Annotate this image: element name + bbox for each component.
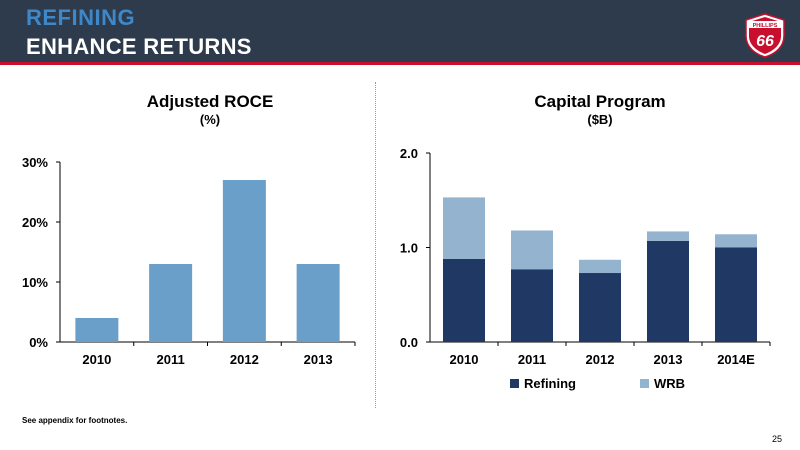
chart-2-title: Capital Program [534, 92, 666, 111]
x-tick-label: 2011 [518, 352, 546, 367]
roce-chart: 0% 10% 20% 30% 2010 2011 2012 2013 [22, 155, 356, 367]
legend-swatch-wrb [640, 379, 649, 388]
page-title: REFINING [26, 5, 136, 30]
y-tick-label: 0.0 [400, 335, 418, 350]
refining-bar-segment [715, 247, 757, 342]
y-tick-label: 10% [22, 275, 48, 290]
x-tick-label: 2013 [654, 352, 683, 367]
legend-label-wrb: WRB [654, 376, 685, 391]
wrb-bar-segment [579, 259, 621, 274]
y-tick-label: 30% [22, 155, 48, 170]
y-tick-label: 20% [22, 215, 48, 230]
logo-text-main: 66 [756, 33, 774, 50]
y-tick-label: 2.0 [400, 146, 418, 161]
wrb-bar-segment [715, 234, 757, 248]
wrb-bar-segment [443, 197, 485, 259]
refining-bar-segment [579, 273, 621, 342]
wrb-bar-segment [647, 231, 689, 241]
legend-label-refining: Refining [524, 376, 576, 391]
x-tick-label: 2010 [82, 352, 111, 367]
chart-1-subtitle: (%) [199, 112, 221, 127]
x-tick-label: 2013 [304, 352, 333, 367]
wrb-bar-segment [511, 230, 553, 270]
x-tick-label: 2011 [157, 352, 185, 367]
x-tick-label: 2014E [717, 352, 755, 367]
x-tick-label: 2010 [450, 352, 479, 367]
y-tick-label: 0% [29, 335, 48, 350]
roce-bar [149, 264, 193, 342]
roce-bar [75, 318, 119, 342]
legend-swatch-refining [510, 379, 519, 388]
roce-bar [222, 180, 266, 342]
chart-1-title: Adjusted ROCE [146, 92, 274, 111]
refining-bar-segment [511, 269, 553, 342]
logo-text-top: PHILLIPS [753, 23, 778, 29]
y-tick-label: 1.0 [400, 241, 418, 256]
chart-divider [375, 82, 376, 408]
refining-bar-segment [443, 258, 485, 342]
x-tick-label: 2012 [586, 352, 615, 367]
page-subtitle: ENHANCE RETURNS [26, 34, 252, 59]
header-bar [0, 0, 800, 62]
header-accent-line [0, 62, 800, 65]
footnote: See appendix for footnotes. [22, 416, 128, 425]
refining-bar-segment [647, 240, 689, 342]
roce-bar [296, 264, 340, 342]
chart-2-subtitle: ($B) [587, 112, 613, 127]
page-number: 25 [772, 434, 783, 444]
capital-program-chart: 0.0 1.0 2.0 2010 2011 2012 2013 2014E Refining WR… [400, 146, 771, 391]
x-tick-label: 2012 [230, 352, 259, 367]
phillips-66-logo-icon: PHILLIPS 66 [745, 13, 785, 58]
